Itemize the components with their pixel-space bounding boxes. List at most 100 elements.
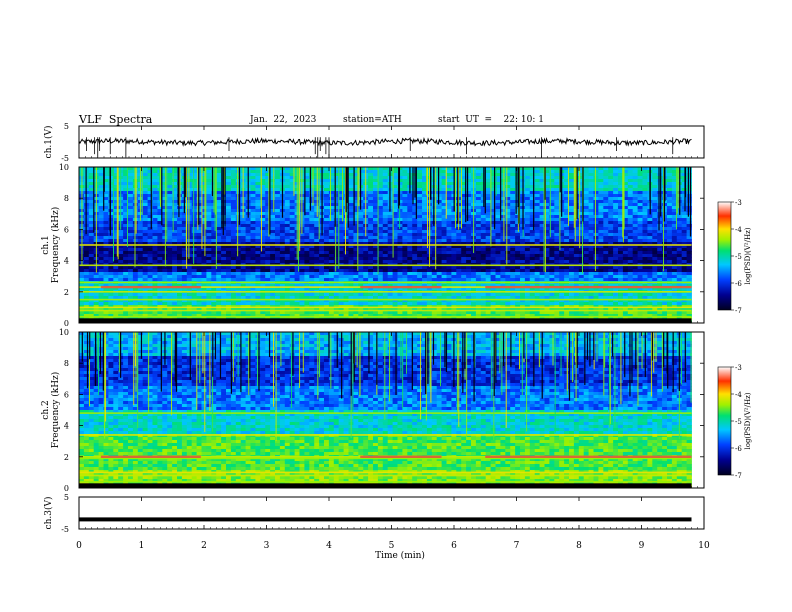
spectrogram-cell bbox=[373, 209, 379, 213]
spectrogram-cell bbox=[436, 284, 442, 288]
spectrogram-cell bbox=[667, 173, 673, 177]
spectrogram-cell bbox=[627, 179, 634, 183]
spectrogram-cell bbox=[402, 224, 408, 228]
spectrogram-cell bbox=[382, 197, 389, 201]
spectrogram-cell bbox=[377, 284, 384, 288]
spectrogram-cell bbox=[397, 200, 403, 204]
spectrogram-cell bbox=[466, 176, 472, 180]
spectrogram-cell bbox=[652, 197, 658, 201]
spectrogram-cell bbox=[309, 170, 315, 174]
spectrogram-cell bbox=[255, 194, 261, 198]
spectrogram-cell bbox=[328, 284, 335, 288]
spectrogram-cell bbox=[618, 239, 624, 243]
spectrogram-cell bbox=[632, 170, 638, 174]
spectrogram-cell bbox=[422, 245, 428, 249]
spectrogram-cell bbox=[275, 242, 281, 246]
spectrogram-cell bbox=[657, 251, 663, 255]
spectrogram-cell bbox=[230, 212, 237, 216]
spectrogram-cell bbox=[265, 197, 271, 201]
spectrogram-cell bbox=[505, 185, 511, 189]
spectrogram-cell bbox=[201, 224, 207, 228]
spectrogram-cell bbox=[549, 254, 555, 258]
spectrogram-cell bbox=[671, 251, 678, 255]
spectrogram-cell bbox=[608, 167, 614, 171]
spectrogram-cell bbox=[142, 242, 148, 246]
spectrogram-cell bbox=[451, 278, 457, 282]
spectrogram-cell bbox=[324, 185, 330, 189]
spectrogram-cell bbox=[422, 212, 428, 216]
spectrogram-cell bbox=[324, 176, 330, 180]
spectrogram-cell bbox=[608, 227, 614, 231]
spectrogram-cell bbox=[377, 239, 384, 243]
spectrogram-cell bbox=[500, 197, 506, 201]
spectrogram-cell bbox=[466, 173, 472, 177]
spectrogram-cell bbox=[353, 200, 359, 204]
spectrogram-cell bbox=[573, 248, 580, 252]
spectrogram-cell bbox=[505, 257, 511, 261]
spectrogram-cell bbox=[446, 173, 452, 177]
spectrogram-cell bbox=[196, 278, 202, 282]
spectrogram-cell bbox=[132, 236, 139, 240]
spectrogram-cell bbox=[206, 230, 212, 234]
spectrogram-cell bbox=[637, 269, 643, 273]
spectrogram-cell bbox=[534, 212, 540, 216]
spectrogram-cell bbox=[191, 245, 197, 249]
spectrogram-cell bbox=[328, 182, 335, 186]
spectrogram-cell bbox=[485, 191, 491, 195]
spectrogram-cell bbox=[333, 251, 340, 255]
spectrogram-cell bbox=[564, 170, 570, 174]
spectrogram-cell bbox=[603, 251, 609, 255]
spectrogram-cell bbox=[662, 260, 668, 264]
spectrogram-cell bbox=[83, 260, 90, 264]
spectrogram-cell bbox=[446, 170, 452, 174]
spectrogram-cell bbox=[275, 272, 281, 276]
spectrogram-cell bbox=[152, 206, 158, 210]
spectrogram-cell bbox=[123, 188, 129, 192]
spectrogram-cell bbox=[348, 272, 354, 276]
spectrogram-cell bbox=[549, 197, 555, 201]
spectrogram-cell bbox=[642, 227, 648, 231]
spectrogram-cell bbox=[422, 185, 428, 189]
spectrogram-cell bbox=[358, 227, 364, 231]
spectrogram-cell bbox=[201, 221, 207, 225]
spectrogram-cell bbox=[515, 230, 521, 234]
spectrogram-cell bbox=[603, 173, 609, 177]
spectrogram-cell bbox=[368, 245, 374, 249]
spectrogram-cell bbox=[132, 233, 139, 237]
spectrogram-cell bbox=[265, 203, 271, 207]
spectrogram-cell bbox=[333, 257, 340, 261]
spectrogram-cell bbox=[495, 176, 501, 180]
spectrogram-cell bbox=[279, 278, 286, 282]
spectrogram-cell bbox=[118, 257, 124, 261]
spectrogram-cell bbox=[480, 212, 487, 216]
spectrogram-cell bbox=[490, 215, 496, 219]
spectrogram-cell bbox=[461, 227, 467, 231]
spectrogram-cell bbox=[167, 215, 173, 219]
spectrogram-cell bbox=[206, 245, 212, 249]
spectrogram-cell bbox=[377, 176, 384, 180]
spectrogram-cell bbox=[177, 269, 183, 273]
spectrogram-cell bbox=[157, 224, 163, 228]
spectrogram-cell bbox=[216, 233, 222, 237]
spectrogram-cell bbox=[368, 167, 374, 171]
spectrogram-cell bbox=[206, 284, 212, 288]
spectrogram-cell bbox=[368, 224, 374, 228]
spectrogram-cell bbox=[216, 272, 222, 276]
spectrogram-cell bbox=[407, 272, 413, 276]
spectrogram-cell bbox=[353, 188, 359, 192]
spectrogram-cell bbox=[221, 248, 227, 252]
spectrogram-cell bbox=[407, 284, 413, 288]
spectrogram-cell bbox=[613, 233, 619, 237]
spectrogram-cell bbox=[382, 227, 389, 231]
spectrogram-cell bbox=[88, 236, 95, 240]
spectrogram-cell bbox=[382, 206, 389, 210]
spectrogram-cell bbox=[569, 179, 575, 183]
spectrogram-cell bbox=[275, 206, 281, 210]
spectrogram-cell bbox=[671, 176, 678, 180]
spectrogram-cell bbox=[167, 179, 173, 183]
spectrogram-cell bbox=[152, 185, 158, 189]
spectrogram-cell bbox=[593, 233, 599, 237]
spectrogram-cell bbox=[333, 200, 340, 204]
spectrogram-cell bbox=[554, 203, 560, 207]
spectrogram-cell bbox=[103, 224, 109, 228]
